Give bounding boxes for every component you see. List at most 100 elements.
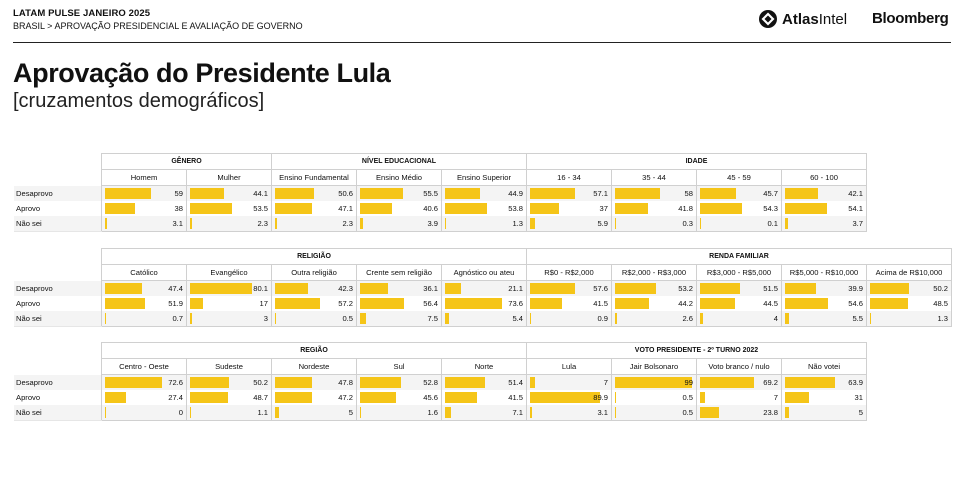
data-value-label: 0.5	[342, 314, 353, 323]
data-value-label: 54.3	[763, 204, 778, 213]
data-bar	[105, 188, 152, 199]
data-value-label: 89.9	[593, 393, 608, 402]
data-value-label: 37	[599, 204, 608, 213]
bloomberg-logo: Bloomberg	[872, 10, 949, 27]
data-value-label: 5.9	[597, 219, 608, 228]
data-value-label: 17	[259, 299, 268, 308]
row-label: Aprovo	[14, 296, 102, 311]
row-label: Aprovo	[14, 390, 102, 405]
data-value-label: 51.9	[168, 299, 183, 308]
data-value-label: 39.9	[848, 284, 863, 293]
data-value-label: 1.3	[512, 219, 523, 228]
data-bar	[445, 283, 462, 294]
data-value-label: 47.1	[338, 204, 353, 213]
row-label: Desaprovo	[14, 374, 102, 390]
crosstab-table-3: REGIÃO VOTO PRESIDENTE - 2º TURNO 2022 Cen…	[14, 342, 867, 421]
data-value-label: 0.9	[597, 314, 608, 323]
data-bar	[530, 188, 575, 199]
data-cell: 41.8	[611, 201, 697, 216]
data-cell: 58	[611, 185, 697, 201]
group-header: IDADE	[526, 153, 867, 170]
data-bar	[275, 298, 320, 309]
table-row: Não sei 0 1.1 5 1.6 7.1 3.1 0.5 23.8 5	[14, 405, 867, 421]
data-bar	[275, 203, 312, 214]
data-bar	[870, 313, 871, 324]
column-header: Católico	[101, 264, 187, 281]
data-value-label: 5	[858, 408, 863, 417]
data-cell: 44.5	[696, 296, 782, 311]
data-cell: 50.6	[271, 185, 357, 201]
data-cell: 47.8	[271, 374, 357, 390]
data-cell: 3	[186, 311, 272, 327]
data-value-label: 31	[854, 393, 863, 402]
row-label: Não sei	[14, 311, 102, 327]
data-cell: 48.7	[186, 390, 272, 405]
row-label: Desaprovo	[14, 280, 102, 296]
data-value-label: 51.5	[763, 284, 778, 293]
table-row: Aprovo 51.9 17 57.2 56.4 73.6 41.5 44.2 44.5 54.6…	[14, 296, 952, 311]
data-value-label: 2.6	[682, 314, 693, 323]
data-value-label: 56.4	[423, 299, 438, 308]
data-value-label: 48.7	[253, 393, 268, 402]
data-value-label: 7.5	[427, 314, 438, 323]
data-bar	[615, 407, 616, 418]
data-cell: 39.9	[781, 280, 867, 296]
row-label: Não sei	[14, 405, 102, 421]
data-value-label: 1.6	[427, 408, 438, 417]
data-cell: 38	[101, 201, 187, 216]
data-bar	[785, 188, 818, 199]
data-bar	[700, 298, 735, 309]
table-row: Aprovo 27.4 48.7 47.2 45.6 41.5 89.9 0.5 7 31	[14, 390, 867, 405]
column-header: 35 - 44	[611, 169, 697, 186]
data-value-label: 42.3	[338, 284, 353, 293]
data-cell: 0.5	[611, 405, 697, 421]
data-cell: 0.7	[101, 311, 187, 327]
data-value-label: 41.8	[678, 204, 693, 213]
data-bar	[360, 188, 404, 199]
data-bar	[615, 188, 661, 199]
data-bar	[785, 203, 828, 214]
data-value-label: 0	[178, 408, 183, 417]
data-cell: 54.6	[781, 296, 867, 311]
data-bar	[105, 313, 106, 324]
atlasintel-logo-icon	[759, 10, 777, 28]
column-header: 60 - 100	[781, 169, 867, 186]
data-value-label: 58	[684, 189, 693, 198]
data-bar	[530, 298, 563, 309]
data-value-label: 57.6	[593, 284, 608, 293]
column-header: Crente sem religião	[356, 264, 442, 281]
data-bar	[360, 203, 392, 214]
data-value-label: 5.5	[852, 314, 863, 323]
data-cell: 73.6	[441, 296, 527, 311]
data-bar	[105, 218, 108, 229]
data-bar	[785, 392, 810, 403]
data-value-label: 3	[263, 314, 268, 323]
data-bar	[105, 377, 162, 388]
data-cell: 41.5	[526, 296, 612, 311]
data-cell: 44.1	[186, 185, 272, 201]
column-header: 16 - 34	[526, 169, 612, 186]
data-value-label: 45.7	[763, 189, 778, 198]
data-bar	[870, 283, 910, 294]
column-header: Ensino Médio	[356, 169, 442, 186]
data-bar	[785, 407, 789, 418]
data-value-label: 80.1	[253, 284, 268, 293]
data-cell: 53.8	[441, 201, 527, 216]
group-header: REGIÃO	[101, 342, 527, 359]
data-value-label: 2.3	[257, 219, 268, 228]
data-bar	[445, 203, 487, 214]
data-cell: 23.8	[696, 405, 782, 421]
data-bar	[275, 313, 276, 324]
data-bar	[615, 392, 616, 403]
data-bar	[105, 203, 135, 214]
data-bar	[615, 313, 618, 324]
data-value-label: 38	[174, 204, 183, 213]
data-cell: 80.1	[186, 280, 272, 296]
data-bar	[190, 313, 193, 324]
table-row: Não sei 3.1 2.3 2.3 3.9 1.3 5.9 0.3 0.1 3.7	[14, 216, 867, 232]
column-header: Nordeste	[271, 358, 357, 375]
data-cell: 54.1	[781, 201, 867, 216]
data-value-label: 3.9	[427, 219, 438, 228]
data-cell: 0.5	[271, 311, 357, 327]
data-bar	[275, 188, 315, 199]
